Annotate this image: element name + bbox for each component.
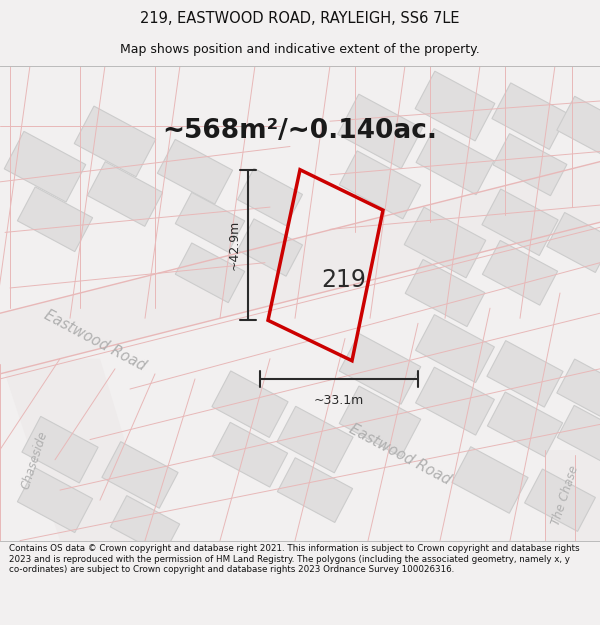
Polygon shape — [557, 359, 600, 419]
Polygon shape — [339, 386, 421, 457]
Polygon shape — [175, 243, 245, 302]
Text: Map shows position and indicative extent of the property.: Map shows position and indicative extent… — [120, 42, 480, 56]
Polygon shape — [212, 371, 288, 438]
Polygon shape — [22, 416, 98, 483]
Polygon shape — [175, 192, 245, 252]
Text: ~33.1m: ~33.1m — [314, 394, 364, 407]
Polygon shape — [557, 406, 600, 464]
Polygon shape — [17, 468, 92, 532]
Text: ~42.9m: ~42.9m — [227, 220, 241, 270]
Polygon shape — [452, 447, 528, 513]
Polygon shape — [238, 219, 302, 276]
Polygon shape — [415, 71, 495, 141]
Text: Contains OS data © Crown copyright and database right 2021. This information is : Contains OS data © Crown copyright and d… — [9, 544, 580, 574]
Polygon shape — [277, 406, 353, 473]
Text: 219: 219 — [322, 268, 366, 292]
Polygon shape — [0, 162, 600, 374]
Polygon shape — [416, 314, 494, 382]
Polygon shape — [157, 139, 233, 204]
Polygon shape — [405, 259, 485, 327]
Polygon shape — [339, 151, 421, 219]
Text: The Chase: The Chase — [549, 464, 581, 527]
Polygon shape — [487, 341, 563, 407]
Polygon shape — [416, 129, 494, 195]
Text: Eastwood Road: Eastwood Road — [41, 308, 148, 374]
Polygon shape — [482, 189, 558, 256]
Polygon shape — [492, 83, 568, 149]
Polygon shape — [416, 367, 494, 435]
Polygon shape — [102, 442, 178, 508]
Polygon shape — [557, 96, 600, 156]
Polygon shape — [0, 359, 155, 541]
Text: 219, EASTWOOD ROAD, RAYLEIGH, SS6 7LE: 219, EASTWOOD ROAD, RAYLEIGH, SS6 7LE — [140, 11, 460, 26]
Polygon shape — [277, 458, 353, 522]
Text: ~568m²/~0.140ac.: ~568m²/~0.140ac. — [163, 118, 437, 144]
Polygon shape — [487, 392, 563, 457]
Polygon shape — [493, 134, 567, 196]
Polygon shape — [212, 422, 287, 487]
Polygon shape — [547, 213, 600, 272]
Polygon shape — [482, 241, 557, 305]
Polygon shape — [4, 131, 86, 202]
Text: Eastwood Road: Eastwood Road — [347, 422, 454, 488]
Text: Chaseside: Chaseside — [19, 429, 50, 491]
Polygon shape — [238, 168, 302, 226]
Polygon shape — [17, 187, 92, 252]
Polygon shape — [88, 162, 163, 226]
Polygon shape — [338, 94, 422, 169]
Polygon shape — [545, 449, 600, 541]
Polygon shape — [339, 334, 421, 404]
Polygon shape — [110, 496, 180, 556]
Polygon shape — [74, 106, 156, 177]
Polygon shape — [524, 469, 595, 531]
Polygon shape — [404, 207, 486, 278]
